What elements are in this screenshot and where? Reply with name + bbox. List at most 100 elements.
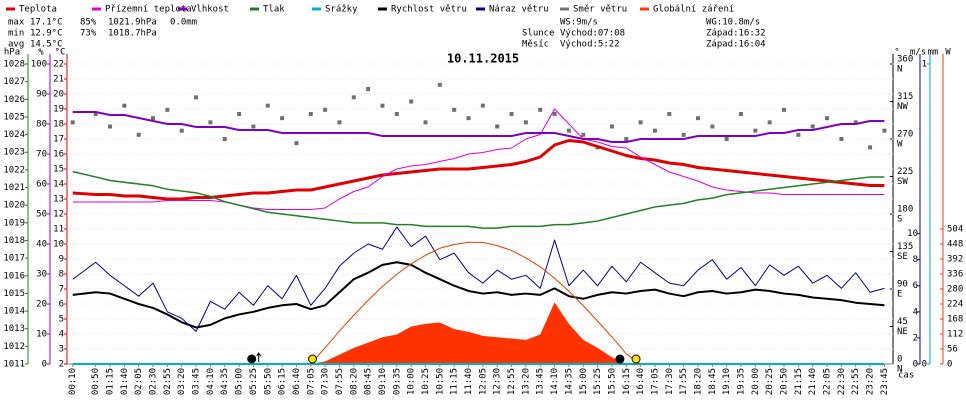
- y-tick-label: 1022: [3, 165, 25, 175]
- stat-value: 14.5°C: [30, 40, 63, 50]
- moon-rise: Východ:5:22: [560, 40, 620, 50]
- direction-point: [796, 132, 801, 137]
- series-line: [72, 139, 885, 201]
- direction-point: [208, 120, 213, 125]
- y-tick-label: 45: [897, 317, 908, 327]
- direction-point: [810, 124, 815, 129]
- y-tick-label: 1026: [3, 95, 25, 105]
- direction-point: [409, 99, 414, 104]
- wind-info: WS:9m/s: [560, 18, 598, 28]
- direction-point: [108, 124, 113, 129]
- x-tick-label: 10:00: [407, 368, 417, 395]
- x-tick-label: 06:40: [292, 368, 302, 395]
- x-tick-label: 08:20: [349, 368, 359, 395]
- direction-point: [366, 87, 371, 91]
- sun-set-marker: [631, 354, 641, 364]
- x-tick-label: 18:45: [708, 368, 718, 395]
- y-tick-label: 1018: [3, 236, 25, 246]
- y-tick-label: 90: [36, 90, 47, 100]
- x-tick-label: 12:05: [478, 368, 488, 395]
- y-tick-label: 1017: [3, 254, 25, 264]
- stat-value: 0.0mm: [170, 18, 197, 28]
- axis-unit: m/s: [910, 48, 926, 58]
- y-tick-label: 50: [36, 210, 47, 220]
- direction-point: [710, 124, 715, 129]
- x-tick-label: 02:30: [149, 368, 159, 395]
- x-tick-label: 14:10: [550, 368, 560, 395]
- x-tick-label: 23:20: [866, 368, 876, 395]
- direction-point: [624, 137, 629, 141]
- x-tick-label: 12:55: [507, 368, 517, 395]
- y-tick-label: 1025: [3, 112, 25, 122]
- y-tick-label: 9: [59, 255, 64, 265]
- x-axis-label: čas: [898, 370, 914, 381]
- axis-unit: %: [38, 48, 44, 58]
- x-tick-label: 09:10: [378, 368, 388, 395]
- y-tick-label: SW: [897, 177, 908, 187]
- sun-label: Slunce: [522, 29, 555, 39]
- direction-point: [882, 128, 887, 133]
- x-tick-label: 07:55: [335, 368, 345, 395]
- y-tick-label: 2: [59, 360, 64, 370]
- direction-point: [839, 137, 844, 141]
- y-tick-label: 16: [53, 150, 64, 160]
- radiation-area: [72, 302, 885, 364]
- y-tick-label: 8: [913, 255, 918, 265]
- y-tick-label: NE: [897, 327, 908, 337]
- stat-value: 73%: [80, 29, 97, 39]
- x-tick-label: 04:35: [220, 368, 230, 395]
- legend-label: Srážky: [325, 5, 358, 15]
- x-tick-label: 22:55: [851, 368, 861, 395]
- y-tick-label: 168: [947, 315, 963, 325]
- y-tick-label: 7: [59, 285, 64, 295]
- x-tick-label: 02:05: [134, 368, 144, 395]
- direction-point: [638, 120, 643, 125]
- x-tick-label: 18:20: [693, 368, 703, 395]
- x-tick-label: 11:40: [464, 368, 474, 395]
- direction-point: [552, 112, 557, 116]
- legend-label: Směr větru: [573, 5, 627, 15]
- y-tick-label: 1024: [3, 130, 25, 140]
- direction-point: [136, 132, 141, 137]
- x-tick-label: 19:10: [722, 368, 732, 395]
- x-tick-label: 21:40: [808, 368, 818, 395]
- stat-value: 17.1°C: [30, 18, 63, 28]
- axis-unit: hPa: [4, 48, 20, 58]
- y-tick-label: 504: [947, 225, 963, 235]
- y-tick-label: 315: [897, 92, 913, 102]
- direction-point: [724, 137, 729, 141]
- stat-label: max: [8, 18, 25, 28]
- y-tick-label: 224: [947, 300, 963, 310]
- y-tick-label: 60: [36, 180, 47, 190]
- direction-point: [452, 107, 457, 112]
- x-tick-label: 08:45: [364, 368, 374, 395]
- moon-set: Západ:16:04: [706, 40, 766, 50]
- direction-point: [194, 95, 199, 100]
- y-tick-label: 56: [947, 345, 958, 355]
- direction-point: [308, 112, 313, 116]
- y-tick-label: 3: [59, 345, 64, 355]
- direction-point: [681, 132, 686, 137]
- y-tick-label: 280: [947, 285, 963, 295]
- x-tick-label: 09:35: [392, 368, 402, 395]
- direction-point: [466, 116, 471, 121]
- stat-label: min: [8, 29, 24, 39]
- y-tick-label: 270: [897, 130, 913, 140]
- direction-point: [480, 103, 485, 108]
- axis-unit: W: [945, 48, 951, 58]
- y-tick-label: 21: [53, 75, 64, 85]
- y-tick-label: 336: [947, 270, 963, 280]
- y-tick-label: 10: [53, 240, 64, 250]
- x-tick-label: 16:15: [622, 368, 632, 395]
- y-tick-label: 100: [31, 60, 47, 70]
- y-tick-label: 392: [947, 255, 963, 265]
- direction-point: [337, 120, 342, 125]
- x-tick-label: 00:50: [91, 368, 101, 395]
- direction-point: [738, 112, 743, 116]
- series-line: [310, 241, 641, 365]
- direction-point: [695, 116, 700, 121]
- x-tick-label: 03:45: [192, 368, 202, 395]
- moon-label: Měsíc: [522, 40, 549, 50]
